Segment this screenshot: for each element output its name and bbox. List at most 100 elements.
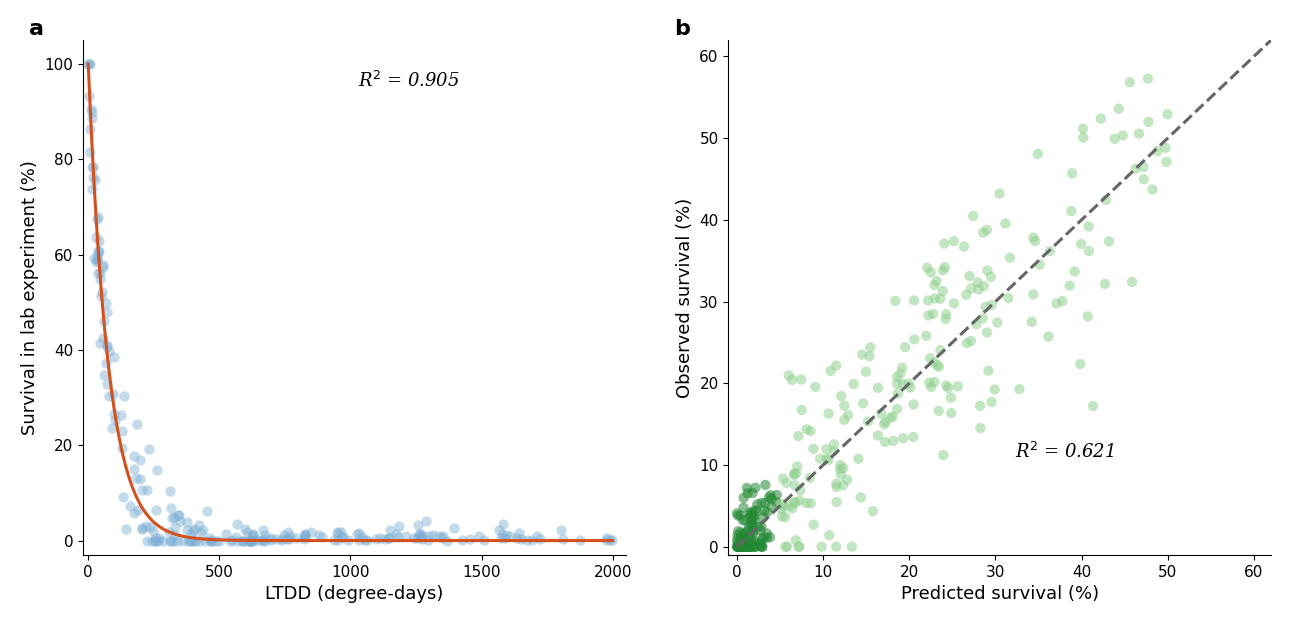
Text: R$^2$ = 0.905: R$^2$ = 0.905 [358,71,460,91]
Point [295,530,315,540]
Point [1083,401,1103,411]
Point [599,535,620,545]
Point [742,488,762,498]
Point [132,522,152,532]
Point [739,542,760,552]
Point [850,492,871,502]
Point [1040,246,1061,256]
Point [729,542,749,552]
Point [917,263,938,273]
Point [841,542,862,552]
Point [740,542,761,552]
Point [408,520,429,530]
Point [751,521,771,531]
Point [820,366,841,376]
Point [742,542,762,552]
Point [784,470,805,480]
Point [868,431,889,441]
Point [963,211,983,221]
Point [251,535,271,545]
Point [311,532,332,542]
Point [105,415,125,425]
Point [786,469,806,479]
Point [419,532,439,542]
Point [738,489,758,499]
Point [226,532,247,542]
Point [860,342,881,352]
Point [818,409,839,419]
Point [596,535,616,545]
Point [597,534,618,544]
Point [468,531,488,541]
Point [103,409,124,419]
Point [817,444,837,454]
Point [276,534,297,544]
Point [745,542,766,552]
Point [247,535,267,545]
Point [1121,277,1142,287]
Point [776,542,797,552]
Point [508,528,528,538]
Point [112,426,133,436]
Point [324,535,345,545]
Point [327,527,348,537]
Point [744,536,765,546]
Point [833,401,854,411]
Point [782,375,802,385]
Point [784,469,805,479]
Point [89,273,110,283]
Point [734,542,755,552]
Point [1096,195,1116,205]
Point [177,517,198,527]
Point [886,404,907,414]
Point [898,379,919,389]
Point [1133,174,1154,184]
Point [1072,132,1093,142]
Point [941,392,961,402]
Point [973,313,994,323]
Point [752,542,773,552]
Point [742,507,762,517]
Point [114,391,134,401]
Point [128,505,149,515]
Point [736,542,757,552]
Point [460,534,481,544]
Point [726,542,747,552]
Point [933,450,953,460]
Point [917,296,938,306]
Point [395,530,416,540]
Point [98,391,119,401]
Point [930,345,951,355]
Point [837,475,858,485]
Point [295,532,315,542]
Point [271,535,292,545]
Point [868,383,889,392]
Point [388,532,408,542]
Point [103,352,124,362]
Point [743,529,764,539]
Point [240,535,261,545]
Point [570,535,590,545]
Point [253,525,274,535]
Point [1052,296,1072,306]
Point [959,271,979,281]
Point [833,415,854,425]
Point [180,535,200,545]
Point [924,377,944,387]
Point [92,287,112,297]
Point [738,542,758,552]
Point [823,446,844,456]
Point [142,526,163,536]
Point [786,535,806,545]
Point [295,534,315,544]
Point [784,480,805,490]
Point [89,268,110,278]
Point [893,433,913,443]
Point [751,525,771,535]
Point [124,451,145,461]
Point [735,532,756,542]
Point [826,542,846,552]
Point [506,533,527,543]
Point [403,533,424,543]
Point [743,520,764,530]
